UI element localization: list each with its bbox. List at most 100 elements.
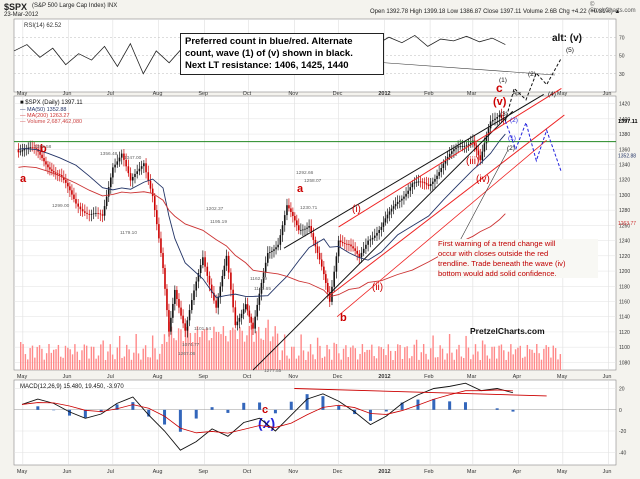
volume-bar [48,344,50,370]
candle-body [195,281,198,291]
volume-bar [227,341,229,370]
volume-bar [385,355,387,370]
volume-bar [116,347,119,370]
candle-body [473,140,476,146]
volume-bar [526,344,529,370]
candle-body [215,300,217,308]
volume-bar [477,351,479,370]
candle-body [97,213,99,214]
y-tick-label: 1200 [619,269,630,275]
candle-body [120,153,123,158]
candle-body [208,275,211,285]
candle-body [258,293,261,305]
volume-bar [361,344,364,370]
volume-bar [295,358,298,370]
volume-bar [102,340,104,370]
candle-body [134,173,136,177]
level-label: 1292.66 [296,170,314,176]
candle-body [43,158,45,162]
volume-bar [479,359,481,370]
macd-histogram-bar [36,406,40,410]
candle-body [423,182,426,184]
volume-bar [43,359,45,370]
volume-bar [149,357,152,370]
candle-body [407,190,409,194]
wave-label-a-mid: a [297,183,304,195]
volume-bar [326,344,328,370]
macd-histogram-bar [226,409,230,413]
volume-bar [170,326,173,370]
volume-bar [281,350,283,370]
wave-label-a-left: a [20,173,27,185]
macd-histogram-bar [178,409,182,432]
macd-histogram-bar [99,409,103,413]
wave-label-black-2-low: (2) [507,145,515,152]
candle-body [453,149,455,152]
volume-bar [272,336,274,370]
candle-body [401,198,403,201]
wave-label-blue-1: (1) [508,135,516,142]
candle-body [213,292,215,301]
candle-body [286,205,288,216]
volume-bar [166,341,168,370]
volume-bar [76,351,78,370]
candle-body [380,226,383,230]
y-tick-label: 1360 [619,147,630,153]
volume-bar [517,347,519,370]
level-label: 1101.54 [194,326,211,332]
volume-bar [444,359,446,370]
candle-body [158,224,160,239]
black-channel-lower [252,110,514,371]
x-tick-label-top: Dec [333,91,343,97]
macd-histogram-bar [305,394,309,410]
volume-bar [267,319,269,370]
candle-body [318,252,321,260]
macd-histogram-bar [68,409,72,416]
volume-bar [446,353,448,370]
candle-body [217,297,220,308]
volume-bar [397,344,399,370]
black-channel-upper [283,94,544,249]
candle-body [81,209,84,212]
candle-body [475,145,478,151]
volume-bar [540,359,543,370]
candle-body [180,307,182,316]
rsi-label: RSI(14) 62.52 [24,23,62,29]
candle-body [164,268,166,289]
wave-label-ii: (ii) [372,282,383,293]
candle-body [193,290,195,301]
level-label: 1195.19 [210,219,227,225]
x-tick-label-bottom: Dec [333,469,343,475]
macd-tick-label: -40 [619,450,626,456]
volume-bar [246,335,248,370]
wave-label-i: (i) [352,204,361,215]
price-legend-ma200: — MA(200) 1263.27 [20,113,70,119]
y-tick-label: 1140 [619,315,630,321]
volume-bar [491,346,493,370]
macd-tick-label: 0 [619,408,622,414]
volume-bar [57,344,60,370]
y-tick-label: 1420 [619,102,630,108]
candle-body [411,183,414,188]
candle-body [178,298,180,308]
candle-body [129,173,132,181]
level-label: 1258.07 [304,178,322,184]
candle-body [197,273,200,282]
candle-body [99,213,102,215]
candle-body [360,252,363,258]
volume-bar [413,344,415,370]
volume-bar [389,350,392,370]
candle-body [337,240,340,257]
candle-body [455,147,457,150]
candle-body [125,159,127,167]
candle-body [362,248,365,253]
candle-body [296,220,298,226]
level-label: 1267.06 [178,351,196,357]
y-tick-label: 1260 [619,223,630,229]
candle-body [436,175,438,179]
level-label: 1074.77 [182,342,200,348]
candle-body [240,313,243,318]
candle-body [166,288,168,311]
candle-body [230,272,232,290]
volume-bar [470,359,472,370]
